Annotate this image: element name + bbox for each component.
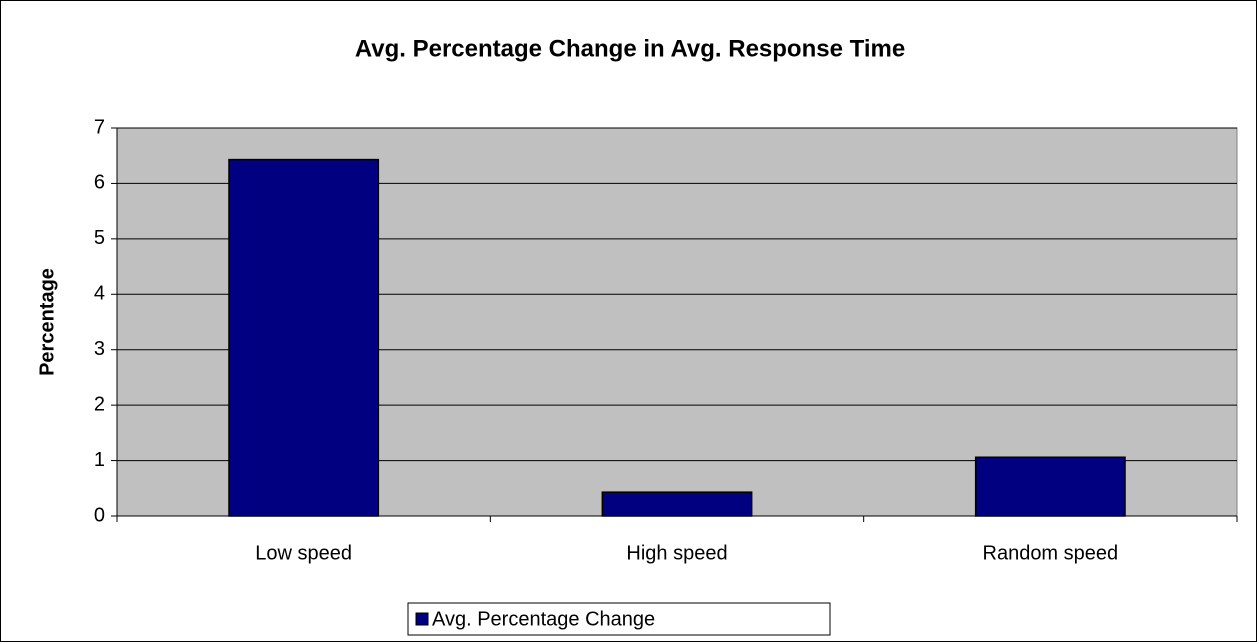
bar [974,456,1126,517]
legend-swatch [415,612,429,626]
legend-label: Avg. Percentage Change [432,608,655,630]
bar [228,158,380,517]
legend-box [407,602,831,636]
chart-title: Avg. Percentage Change in Avg. Response … [355,35,905,62]
bar [601,491,753,517]
y-tick-label: 2 [94,393,105,415]
x-tick-label: High speed [626,542,727,564]
y-tick-label: 0 [94,504,105,526]
y-tick-label: 4 [94,283,105,305]
x-tick-label: Random speed [983,542,1119,564]
y-axis-label: Percentage [36,268,58,376]
y-tick-label: 1 [94,449,105,471]
x-tick-label: Low speed [255,542,352,564]
y-tick-label: 7 [94,116,105,138]
y-tick-label: 3 [94,338,105,360]
y-tick-label: 6 [94,172,105,194]
y-tick-label: 5 [94,227,105,249]
